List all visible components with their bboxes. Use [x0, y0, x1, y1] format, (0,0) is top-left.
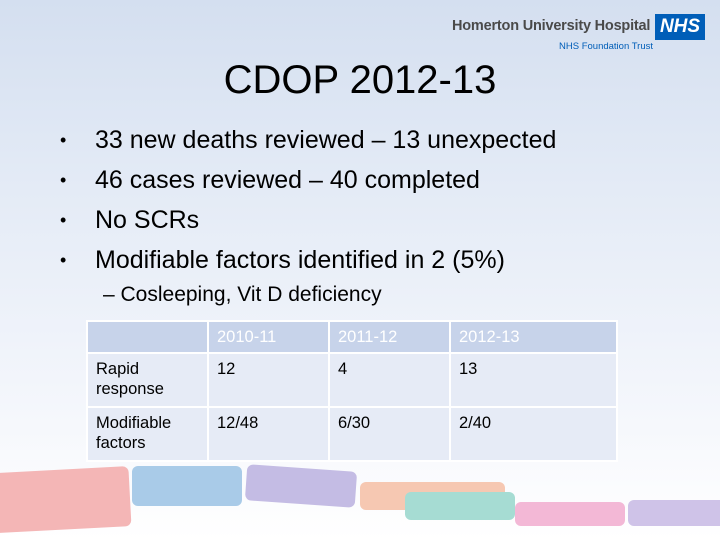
table-cell: 6/30 — [328, 406, 451, 462]
decor-band-magenta — [515, 502, 625, 526]
bullet-dot-icon: • — [60, 170, 67, 190]
bullet-list: • 33 new deaths reviewed – 13 unexpected … — [60, 120, 556, 280]
table-header-row: 2010-11 2011-12 2012-13 — [86, 320, 618, 354]
bullet-item: • No SCRs — [60, 200, 556, 240]
logo-subtitle: NHS Foundation Trust — [559, 41, 653, 52]
bullet-item: • Modifiable factors identified in 2 (5%) — [60, 240, 556, 280]
bullet-dot-icon: • — [60, 130, 67, 150]
bullet-item: • 33 new deaths reviewed – 13 unexpected — [60, 120, 556, 160]
row-label: Rapid response — [86, 352, 209, 408]
header-cell: 2012-13 — [449, 320, 618, 354]
logo-hospital-name: Homerton University Hospital — [452, 18, 651, 34]
slide-title: CDOP 2012-13 — [223, 58, 497, 102]
decor-band-lavender — [628, 500, 720, 526]
sub-bullet: – Cosleeping, Vit D deficiency — [103, 283, 382, 306]
decor-band-blue — [132, 466, 242, 506]
header-cell: 2011-12 — [328, 320, 451, 354]
bullet-text: Modifiable factors identified in 2 (5%) — [95, 246, 505, 274]
nhs-badge: NHS — [655, 14, 705, 40]
bullet-dot-icon: • — [60, 210, 67, 230]
bullet-item: • 46 cases reviewed – 40 completed — [60, 160, 556, 200]
bullet-text: 33 new deaths reviewed – 13 unexpected — [95, 126, 557, 154]
table-cell: 12/48 — [207, 406, 330, 462]
bullet-dot-icon: • — [60, 250, 67, 270]
table-row: Rapid response 12 4 13 — [86, 352, 618, 408]
decor-band-teal — [405, 492, 515, 520]
bullet-text: No SCRs — [95, 206, 200, 234]
table-cell: 13 — [449, 352, 618, 408]
table-cell: 2/40 — [449, 406, 618, 462]
hospital-logo: Homerton University Hospital NHS NHS Fou… — [452, 14, 707, 54]
table-cell: 4 — [328, 352, 451, 408]
decor-band-pink — [0, 466, 132, 534]
table-cell: 12 — [207, 352, 330, 408]
data-table: 2010-11 2011-12 2012-13 Rapid response 1… — [86, 320, 618, 462]
decor-band-purple — [244, 464, 358, 508]
header-cell — [86, 320, 209, 354]
row-label: Modifiable factors — [86, 406, 209, 462]
bullet-text: 46 cases reviewed – 40 completed — [95, 166, 480, 194]
header-cell: 2010-11 — [207, 320, 330, 354]
table-row: Modifiable factors 12/48 6/30 2/40 — [86, 406, 618, 462]
